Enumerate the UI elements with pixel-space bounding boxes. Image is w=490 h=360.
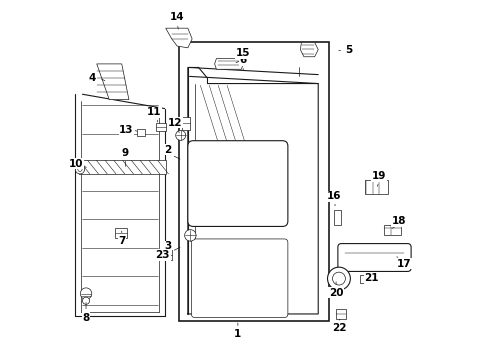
Polygon shape <box>166 28 192 48</box>
Bar <box>179 42 329 321</box>
Text: 7: 7 <box>118 236 125 246</box>
Polygon shape <box>97 64 129 100</box>
Text: 5: 5 <box>345 45 352 55</box>
Circle shape <box>75 165 85 174</box>
Text: 1: 1 <box>234 329 242 339</box>
Polygon shape <box>300 42 318 57</box>
Text: 15: 15 <box>236 48 250 58</box>
Text: 6: 6 <box>240 55 247 65</box>
Text: 3: 3 <box>165 241 172 251</box>
Circle shape <box>80 288 92 299</box>
Text: 20: 20 <box>329 288 343 297</box>
Bar <box>360 275 369 283</box>
Bar <box>384 225 401 235</box>
Text: 19: 19 <box>372 171 386 181</box>
Text: 9: 9 <box>122 148 129 158</box>
Bar <box>334 210 342 225</box>
FancyBboxPatch shape <box>192 239 288 318</box>
Text: 16: 16 <box>327 191 342 201</box>
FancyBboxPatch shape <box>188 141 288 226</box>
Circle shape <box>333 272 345 285</box>
Text: 13: 13 <box>119 125 134 135</box>
Bar <box>182 117 190 130</box>
Text: 23: 23 <box>156 250 170 260</box>
Bar <box>156 123 167 131</box>
Text: 22: 22 <box>332 323 347 333</box>
Bar <box>79 160 167 174</box>
Text: 17: 17 <box>396 259 411 269</box>
Circle shape <box>78 167 82 171</box>
Bar <box>137 129 145 136</box>
Polygon shape <box>215 59 243 69</box>
Circle shape <box>176 130 186 140</box>
Text: 21: 21 <box>365 273 379 283</box>
Text: 2: 2 <box>165 145 172 155</box>
Circle shape <box>185 230 196 241</box>
Bar <box>161 249 172 260</box>
Text: 14: 14 <box>170 13 184 22</box>
Text: 18: 18 <box>392 216 406 226</box>
Text: 8: 8 <box>82 312 90 323</box>
Text: 4: 4 <box>88 73 96 83</box>
Bar <box>365 180 388 194</box>
Bar <box>115 228 127 238</box>
Text: 12: 12 <box>168 118 183 128</box>
FancyBboxPatch shape <box>338 244 411 271</box>
Text: 10: 10 <box>69 159 84 169</box>
Circle shape <box>327 267 350 290</box>
Text: 11: 11 <box>147 107 161 117</box>
Bar <box>336 309 346 319</box>
Circle shape <box>82 297 90 304</box>
